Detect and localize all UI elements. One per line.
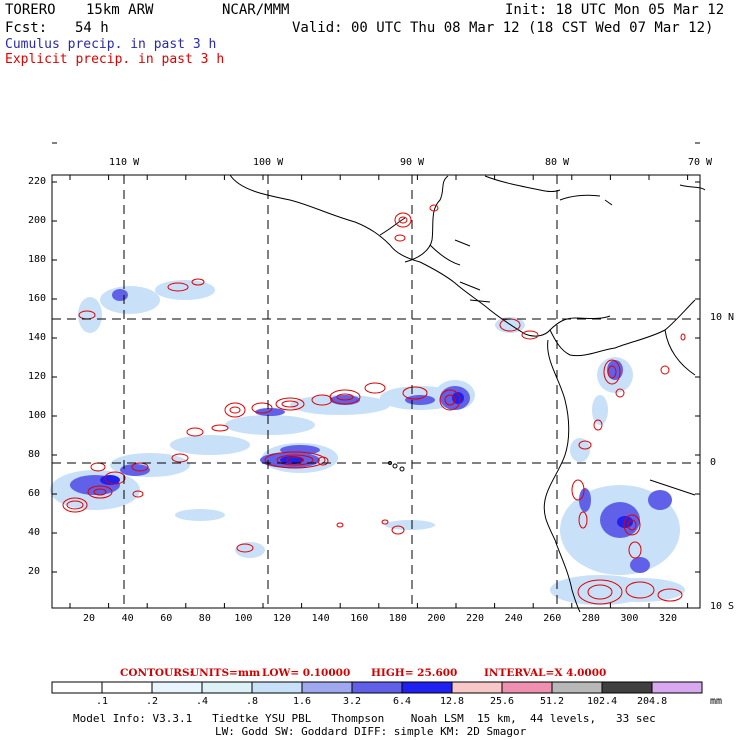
contour-cluster-itcz — [224, 382, 461, 418]
y-tick-label: 120 — [28, 371, 47, 382]
lat-label-10n: 10 N — [710, 312, 735, 323]
x-tick-label: 320 — [659, 613, 678, 624]
y-tick-label: 180 — [28, 254, 47, 265]
y-tick-label: 160 — [28, 293, 47, 304]
lon-label-90w: 90 W — [400, 157, 425, 168]
y-tick-label: 40 — [28, 527, 41, 538]
y-tick-label: 20 — [28, 566, 41, 577]
model-name: TORERO — [5, 2, 56, 18]
lat-label-10s: 10 S — [710, 601, 735, 612]
contour-cluster-west — [62, 424, 229, 513]
colorbar-swatch — [151, 681, 203, 694]
forecast-hours: 54 h — [75, 20, 109, 36]
lon-label-70w: 70 W — [688, 157, 713, 168]
colorbar-unit: mm — [710, 696, 723, 707]
colorbar-swatch — [401, 681, 453, 694]
colorbar-label: 102.4 — [587, 696, 618, 707]
colorbar-label: 51.2 — [540, 696, 565, 707]
x-tick-label: 280 — [581, 613, 600, 624]
colorbar-swatch — [201, 681, 253, 694]
x-tick-label: 60 — [160, 613, 173, 624]
x-tick-label: 220 — [466, 613, 485, 624]
y-tick-label: 100 — [28, 410, 47, 421]
model-resolution: 15km ARW — [86, 2, 154, 18]
x-tick-label: 40 — [121, 613, 134, 624]
x-tick-label: 200 — [427, 613, 446, 624]
cumulus-legend: Cumulus precip. in past 3 h — [5, 37, 217, 52]
colorbar-label: 204.8 — [637, 696, 668, 707]
colorbar-swatch — [101, 681, 153, 694]
colorbar-swatch — [551, 681, 603, 694]
contour-cluster-north — [78, 204, 539, 340]
contours-units: UNITS=mm — [190, 667, 261, 679]
coastlines — [229, 174, 706, 613]
init-time: Init: 18 UTC Mon 05 Mar 12 — [505, 2, 725, 18]
y-tick-label: 200 — [28, 215, 47, 226]
colorbar-label: 1.6 — [293, 696, 312, 707]
colorbar-label: 25.6 — [490, 696, 515, 707]
contour-cluster-south — [236, 333, 686, 605]
lon-label-100w: 100 W — [253, 157, 284, 168]
y-tick-label: 80 — [28, 449, 41, 460]
organization: NCAR/MMM — [222, 2, 290, 18]
colorbar-swatch — [601, 681, 653, 694]
colorbar-label: .4 — [196, 696, 209, 707]
contours-high: HIGH= 25.600 — [371, 667, 458, 679]
colorbar-label: 6.4 — [393, 696, 412, 707]
colorbar-swatch — [501, 681, 553, 694]
colorbar-label: 3.2 — [343, 696, 362, 707]
explicit-precip-contours — [62, 204, 686, 605]
y-tick-label: 140 — [28, 332, 47, 343]
colorbar-swatch — [301, 681, 353, 694]
colorbar-swatch — [251, 681, 303, 694]
y-tick-label: 220 — [28, 176, 47, 187]
model-info-line2: LW: Godd SW: Goddard DIFF: simple KM: 2D… — [215, 725, 527, 738]
colorbar-swatch — [51, 681, 103, 694]
contour-cluster-central — [264, 451, 329, 469]
x-tick-label: 20 — [83, 613, 96, 624]
x-tick-label: 140 — [311, 613, 330, 624]
contours-low: LOW= 0.10000 — [262, 667, 351, 679]
lat-label-0: 0 — [710, 457, 717, 468]
contours-label: CONTOURS: — [120, 667, 194, 679]
colorbar-swatch — [351, 681, 403, 694]
axis-tickmarks — [52, 142, 700, 608]
colorbar-label: .8 — [246, 696, 259, 707]
colorbar-label: .1 — [96, 696, 109, 707]
colorbar-swatch — [651, 681, 703, 694]
colorbar-label: 12.8 — [440, 696, 465, 707]
valid-time: Valid: 00 UTC Thu 08 Mar 12 (18 CST Wed … — [292, 20, 714, 36]
map-frame — [51, 174, 701, 609]
x-tick-label: 180 — [388, 613, 407, 624]
x-tick-label: 160 — [350, 613, 369, 624]
contours-interval: INTERVAL=X 4.0000 — [484, 667, 607, 679]
x-tick-label: 240 — [504, 613, 523, 624]
lon-label-80w: 80 W — [545, 157, 570, 168]
model-info-line1: Model Info: V3.3.1 Tiedtke YSU PBL Thomp… — [73, 712, 656, 725]
x-tick-label: 100 — [234, 613, 253, 624]
lon-label-110w: 110 W — [109, 157, 140, 168]
x-tick-label: 80 — [198, 613, 211, 624]
lat-lon-grid — [52, 175, 700, 608]
x-tick-label: 300 — [620, 613, 639, 624]
colorbar-label: .2 — [146, 696, 159, 707]
x-tick-label: 260 — [543, 613, 562, 624]
forecast-label: Fcst: — [5, 20, 48, 36]
y-tick-label: 60 — [28, 488, 41, 499]
colorbar-swatch — [451, 681, 503, 694]
explicit-legend: Explicit precip. in past 3 h — [5, 52, 225, 67]
x-tick-label: 120 — [273, 613, 292, 624]
